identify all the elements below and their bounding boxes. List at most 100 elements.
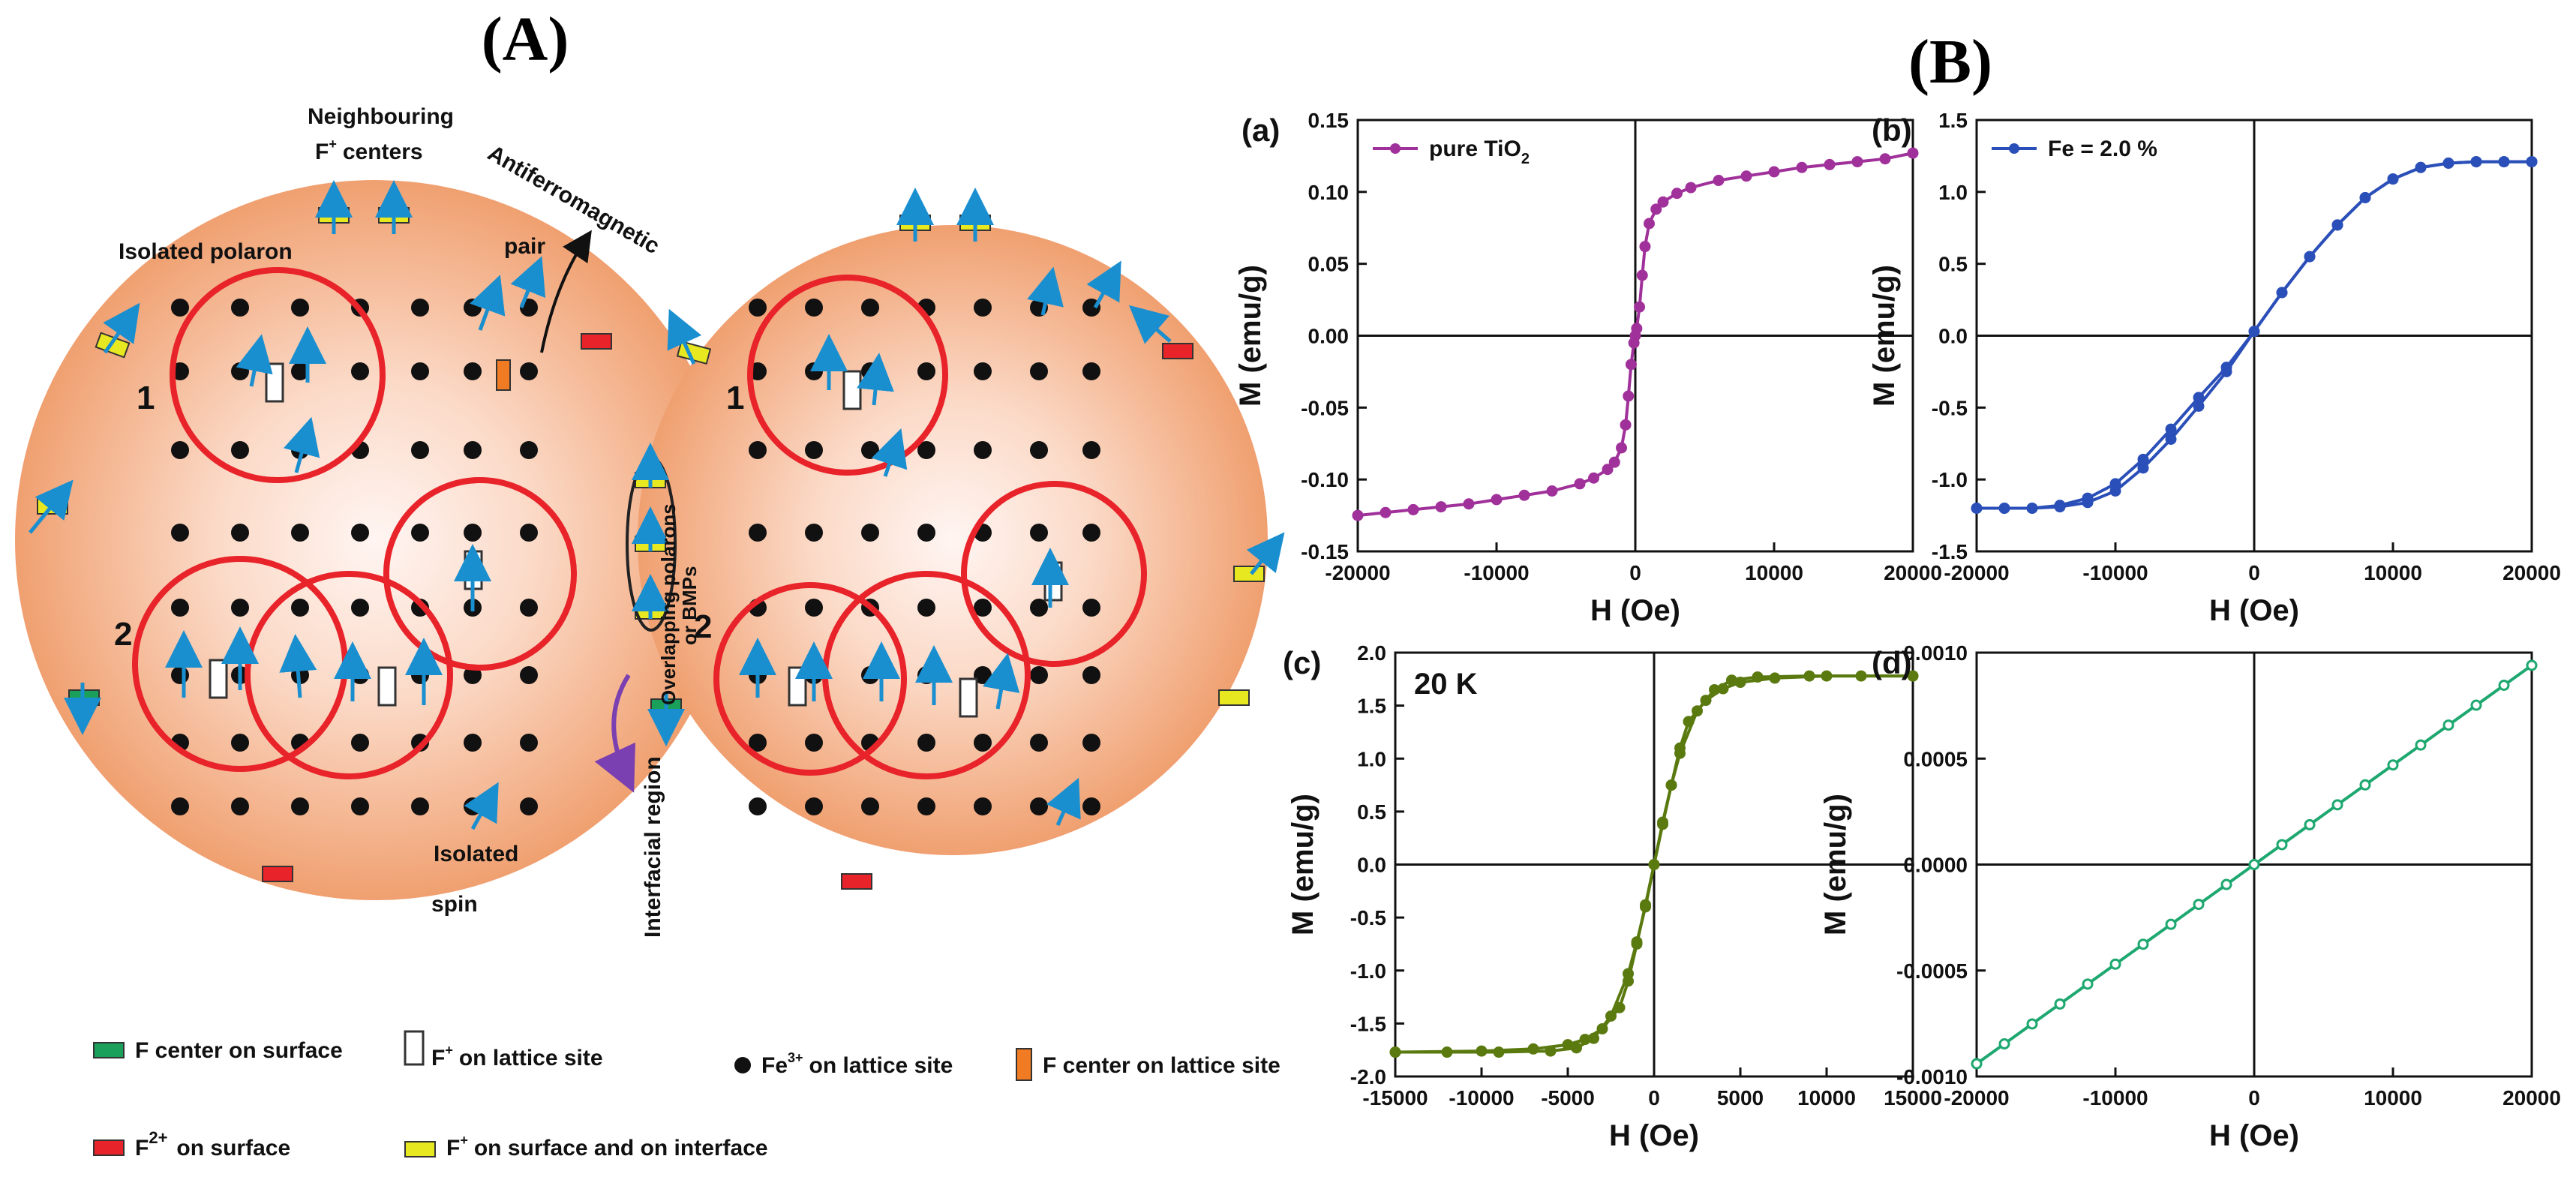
- y-tick-label: -0.5: [1932, 396, 1968, 419]
- spin-arrow: [29, 479, 74, 534]
- spin-arrow: [1027, 266, 1064, 316]
- data-point: [1648, 859, 1660, 870]
- fe3-site: [1082, 441, 1100, 459]
- data-point: [1796, 161, 1808, 173]
- data-point: [2387, 173, 2399, 185]
- fe3-site: [805, 734, 823, 752]
- data-point: [1650, 203, 1662, 215]
- fe3-site: [411, 797, 429, 815]
- y-axis-label: M (emu/g): [1234, 265, 1267, 407]
- x-tick-label: 10000: [2364, 1086, 2422, 1109]
- data-point: [1907, 670, 1919, 682]
- panel-label: (d): [1872, 645, 1912, 680]
- data-point: [1700, 695, 1712, 707]
- f-plus-lattice-site: [842, 370, 862, 410]
- fe3-site: [231, 524, 249, 542]
- y-tick-label: -0.0005: [1896, 959, 1968, 983]
- data-point: [1625, 359, 1637, 371]
- x-axis-label: H (Oe): [2209, 594, 2299, 627]
- fe3-site: [749, 797, 767, 815]
- data-point: [1740, 170, 1752, 182]
- y-tick-label: 1.0: [1357, 747, 1386, 770]
- data-point: [2387, 759, 2399, 771]
- spin-arrow: [470, 275, 506, 331]
- x-tick-label: 20000: [2502, 1086, 2561, 1109]
- fe3-site: [1030, 362, 1048, 380]
- bmp-circle-left: [383, 477, 577, 671]
- fe3-site: [171, 441, 189, 459]
- fe3-site: [974, 599, 992, 617]
- fe3-site: [231, 734, 249, 752]
- x-axis-label: H (Oe): [2209, 1119, 2299, 1152]
- left-fe3-lattice: [171, 299, 538, 815]
- fe3-site: [464, 734, 482, 752]
- data-point: [1623, 968, 1634, 980]
- data-point: [1665, 779, 1677, 791]
- data-point: [1623, 390, 1635, 402]
- data-point: [1380, 506, 1392, 518]
- x-tick-label: 0: [2248, 561, 2260, 584]
- y-tick-label: 0.5: [1357, 800, 1386, 824]
- antiferromagnetic-arrow: [540, 230, 592, 353]
- data-point: [1605, 1010, 1617, 1022]
- x-axis-label: H (Oe): [1590, 594, 1680, 627]
- y-tick-label: -1.0: [1932, 468, 1968, 491]
- data-point: [2109, 478, 2121, 490]
- spin-arrow: [283, 416, 320, 473]
- y-tick-label: 0.15: [1308, 109, 1350, 132]
- label-neighbouring: Neighbouring: [308, 104, 454, 129]
- x-tick-label: -15000: [1362, 1086, 1428, 1109]
- fe3-site: [411, 299, 429, 317]
- fe3-site: [917, 524, 935, 542]
- spin-arrow: [667, 308, 702, 365]
- fe3-site: [805, 362, 823, 380]
- y-tick-label: 0.0010: [1903, 641, 1968, 665]
- legend-swatch-f-center-surface: [93, 1042, 125, 1058]
- fe3-site: [171, 666, 189, 684]
- data-point: [1620, 419, 1632, 431]
- spin-arrow: [103, 302, 140, 354]
- data-point: [2054, 998, 2066, 1010]
- x-tick-label: -5000: [1541, 1086, 1595, 1109]
- data-point: [1571, 1042, 1582, 1054]
- f2-surface-site: [841, 873, 872, 890]
- f2-surface-site: [581, 333, 612, 350]
- fe3-site: [974, 797, 992, 815]
- data-point: [2248, 859, 2260, 870]
- spin-arrow: [983, 653, 1020, 710]
- fe3-site: [464, 441, 482, 459]
- x-tick-label: -20000: [1944, 561, 2009, 584]
- label-isolated: Isolated: [434, 842, 518, 866]
- f-center-lattice-site: [496, 359, 511, 391]
- fe3-site: [861, 299, 879, 317]
- y-tick-label: -1.0: [1350, 959, 1386, 983]
- data-point: [1671, 188, 1683, 200]
- y-tick-label: 0.0: [1357, 854, 1386, 877]
- data-point: [1821, 670, 1833, 682]
- data-point: [1734, 677, 1746, 689]
- data-point: [1588, 1032, 1599, 1044]
- x-tick-label: 5000: [1717, 1086, 1764, 1109]
- fe3-site: [974, 734, 992, 752]
- data-point: [1674, 742, 1686, 754]
- y-axis-label: M (emu/g): [1819, 794, 1852, 935]
- fe3-site: [917, 599, 935, 617]
- y-tick-label: -0.10: [1301, 468, 1349, 491]
- fe3-site: [171, 299, 189, 317]
- fe3-site: [291, 362, 309, 380]
- fe3-site: [464, 299, 482, 317]
- data-point: [2331, 799, 2343, 811]
- x-tick-label: 0: [1648, 1086, 1660, 1109]
- y-tick-label: -0.5: [1350, 906, 1386, 929]
- legend-text: Fe = 2.0 %: [2048, 137, 2157, 161]
- legend-marker: [1390, 143, 1401, 154]
- legend-f-plus-surface: F+ on surface and on interface: [446, 1133, 768, 1160]
- chart-d: -20000 -10000 0 10000 20000 0.0010 0.0005 0.000…: [1819, 641, 2561, 1152]
- x-axis-label: H (Oe): [1609, 1119, 1699, 1152]
- data-point: [1435, 501, 1447, 513]
- data-point: [1463, 498, 1475, 510]
- legend-panel-a: F center on surface F+ on lattice site Fe…: [93, 1030, 1280, 1160]
- x-tick-label: -10000: [2082, 561, 2148, 584]
- data-point: [2498, 680, 2510, 692]
- f-plus-lattice-site: [788, 666, 807, 707]
